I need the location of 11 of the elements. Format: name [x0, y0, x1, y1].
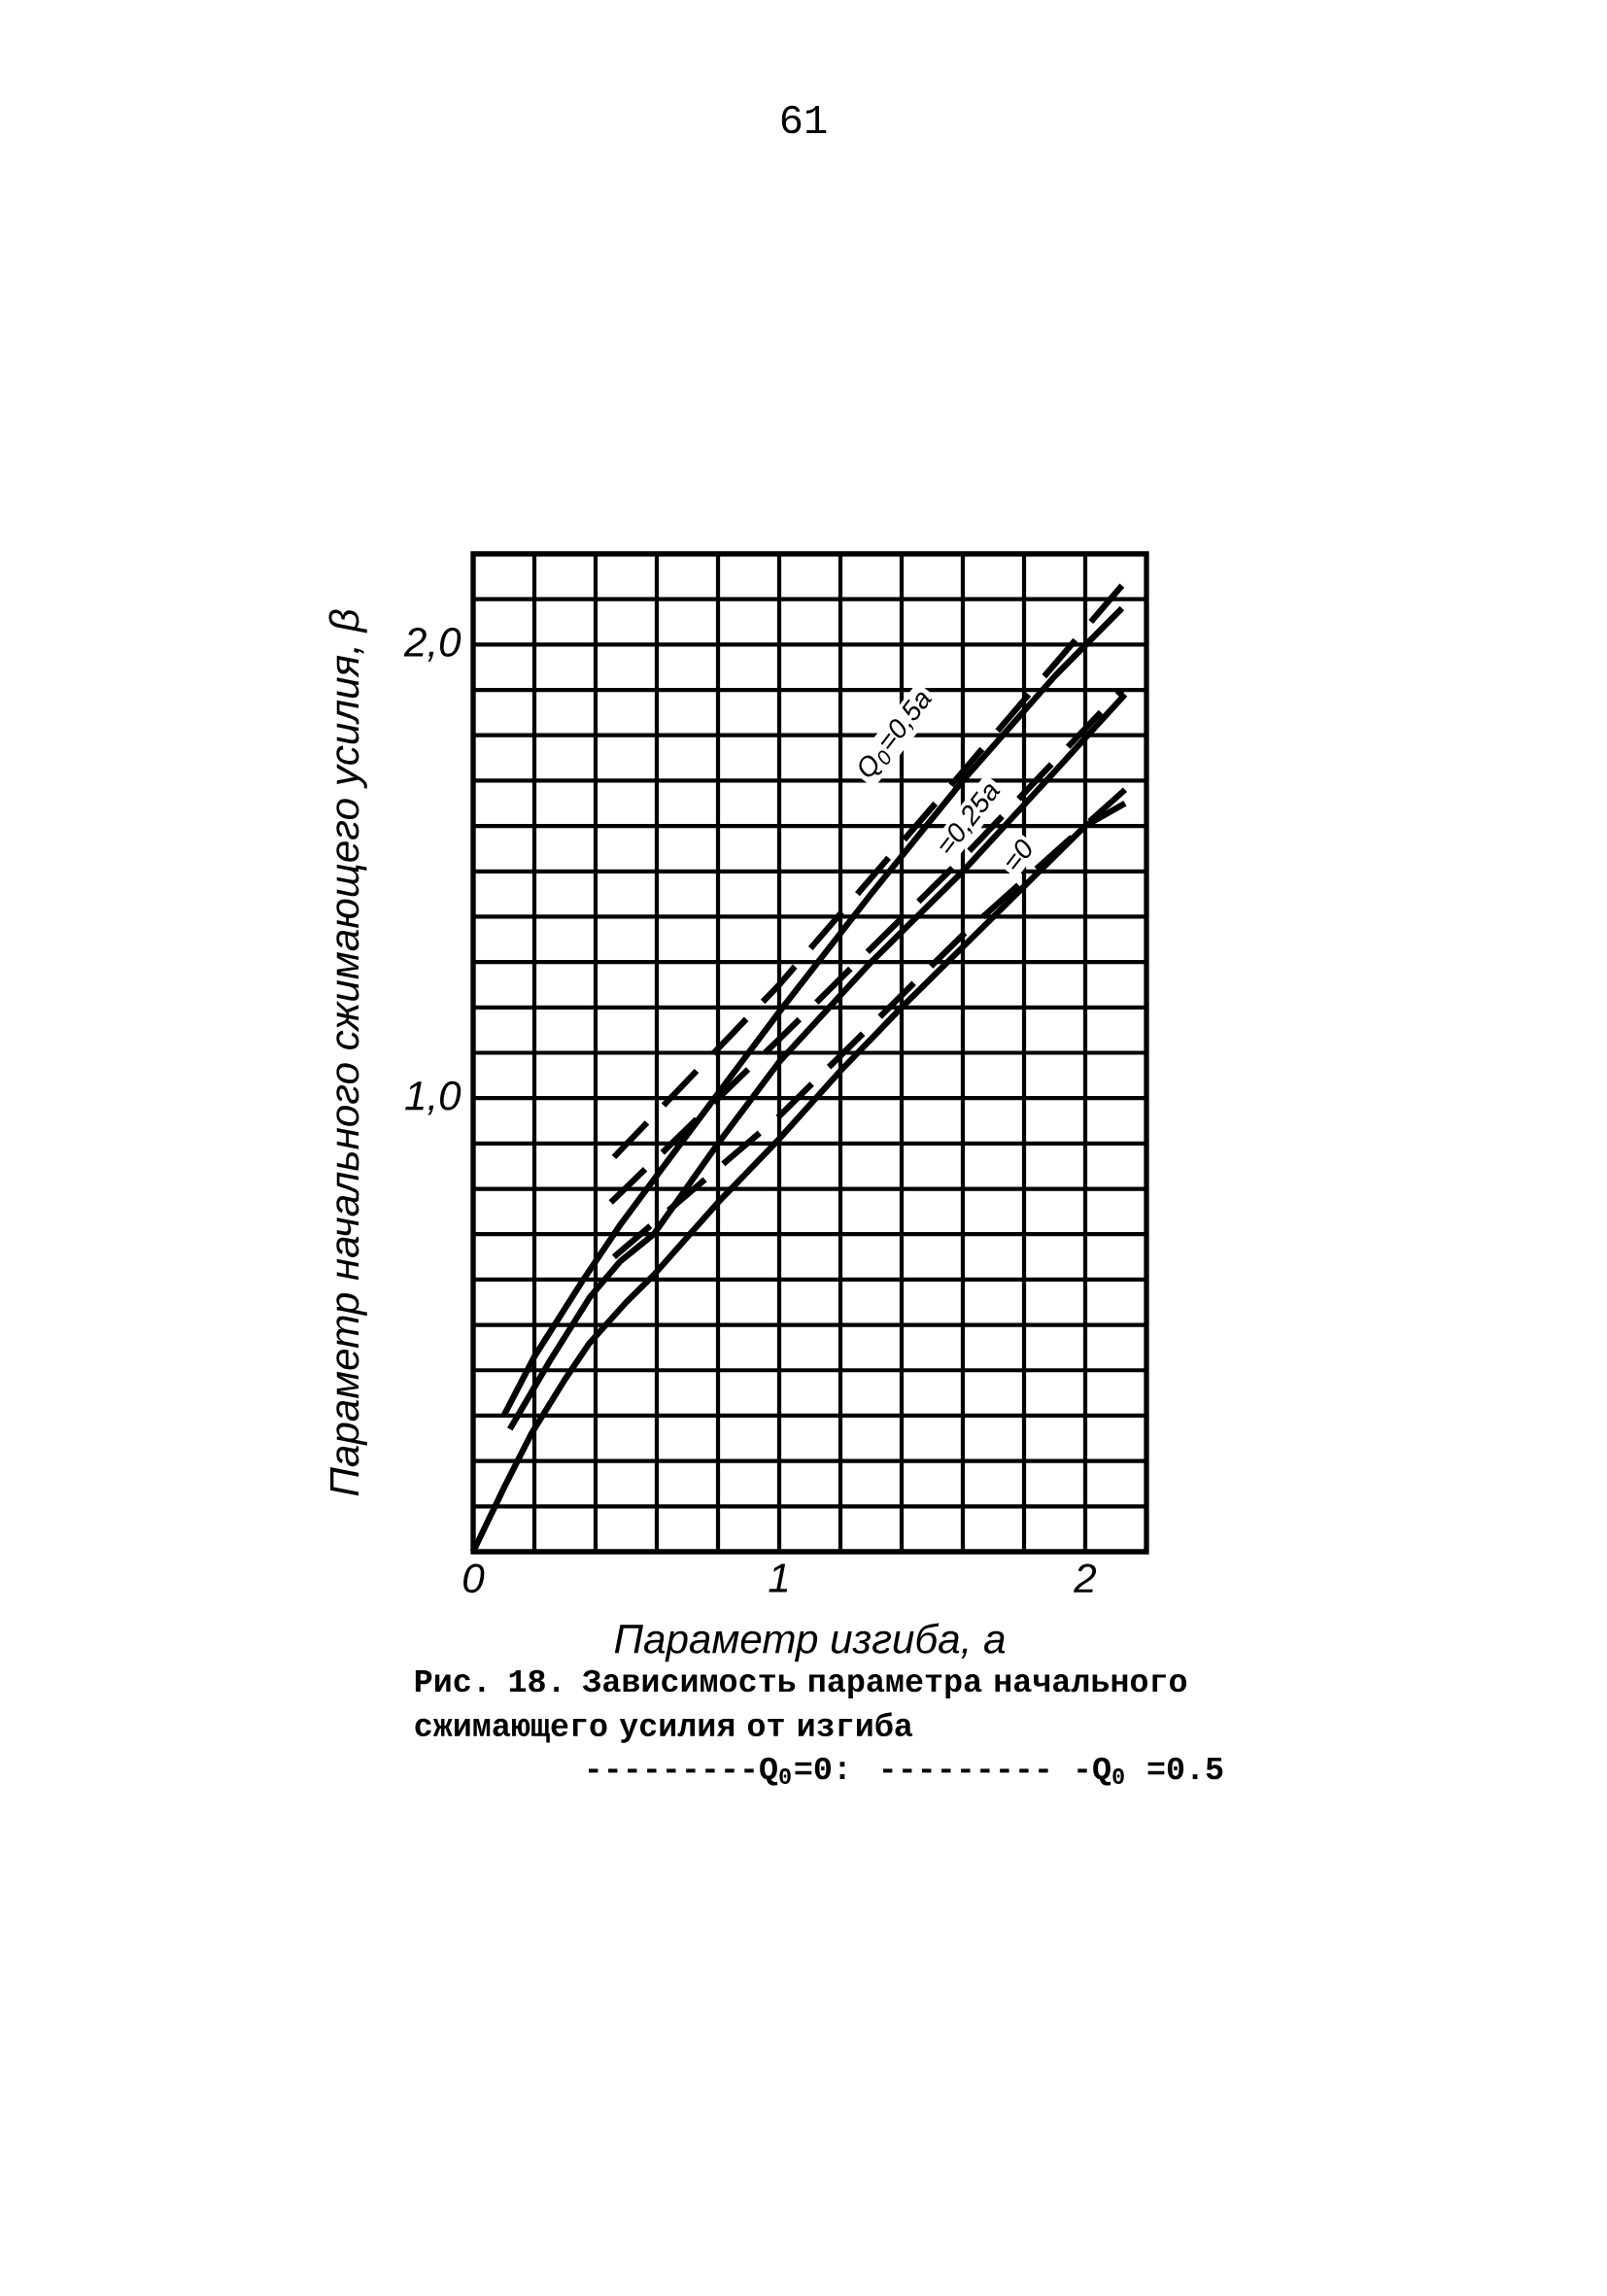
y-axis-title: Параметр начального сжимающего усилия, β — [328, 609, 367, 1496]
text: 61 — [781, 105, 827, 134]
x-axis-title: Параметр изгиба, a — [614, 1623, 1006, 1662]
annotation: =0 — [1006, 840, 1032, 870]
x-tick-label: 1 — [769, 1563, 788, 1593]
text: ---------Q$_{0}$=0: --------- -Q$_{0}$ =0.5 — [589, 1757, 1223, 1786]
text: Рис. 18. Зависимость параметра начального сжимающего усилия от изгиба — [415, 1669, 1187, 1743]
x-tick-label: 0 — [463, 1563, 485, 1593]
x-tick-label: 2 — [1074, 1563, 1097, 1593]
y-tick-label: 2,0 — [403, 627, 462, 662]
y-tick-label: 1,0 — [405, 1080, 462, 1115]
